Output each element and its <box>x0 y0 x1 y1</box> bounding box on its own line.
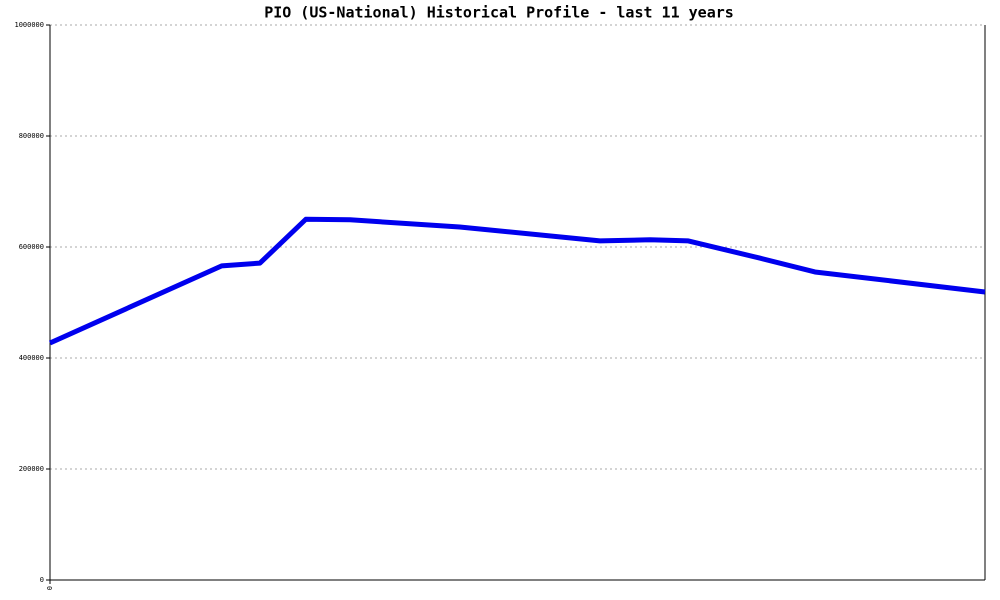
data-line <box>48 216 986 346</box>
chart-title: PIO (US-National) Historical Profile - l… <box>264 4 734 22</box>
y-tick-label: 400000 <box>19 354 44 362</box>
y-tick-label: 200000 <box>19 465 44 473</box>
x-tick-label: 0 <box>46 586 54 590</box>
y-tick-label: 600000 <box>19 243 44 251</box>
y-tick-label: 0 <box>40 576 44 584</box>
y-tick-label: 1000000 <box>14 21 44 29</box>
y-tick-label: 800000 <box>19 132 44 140</box>
